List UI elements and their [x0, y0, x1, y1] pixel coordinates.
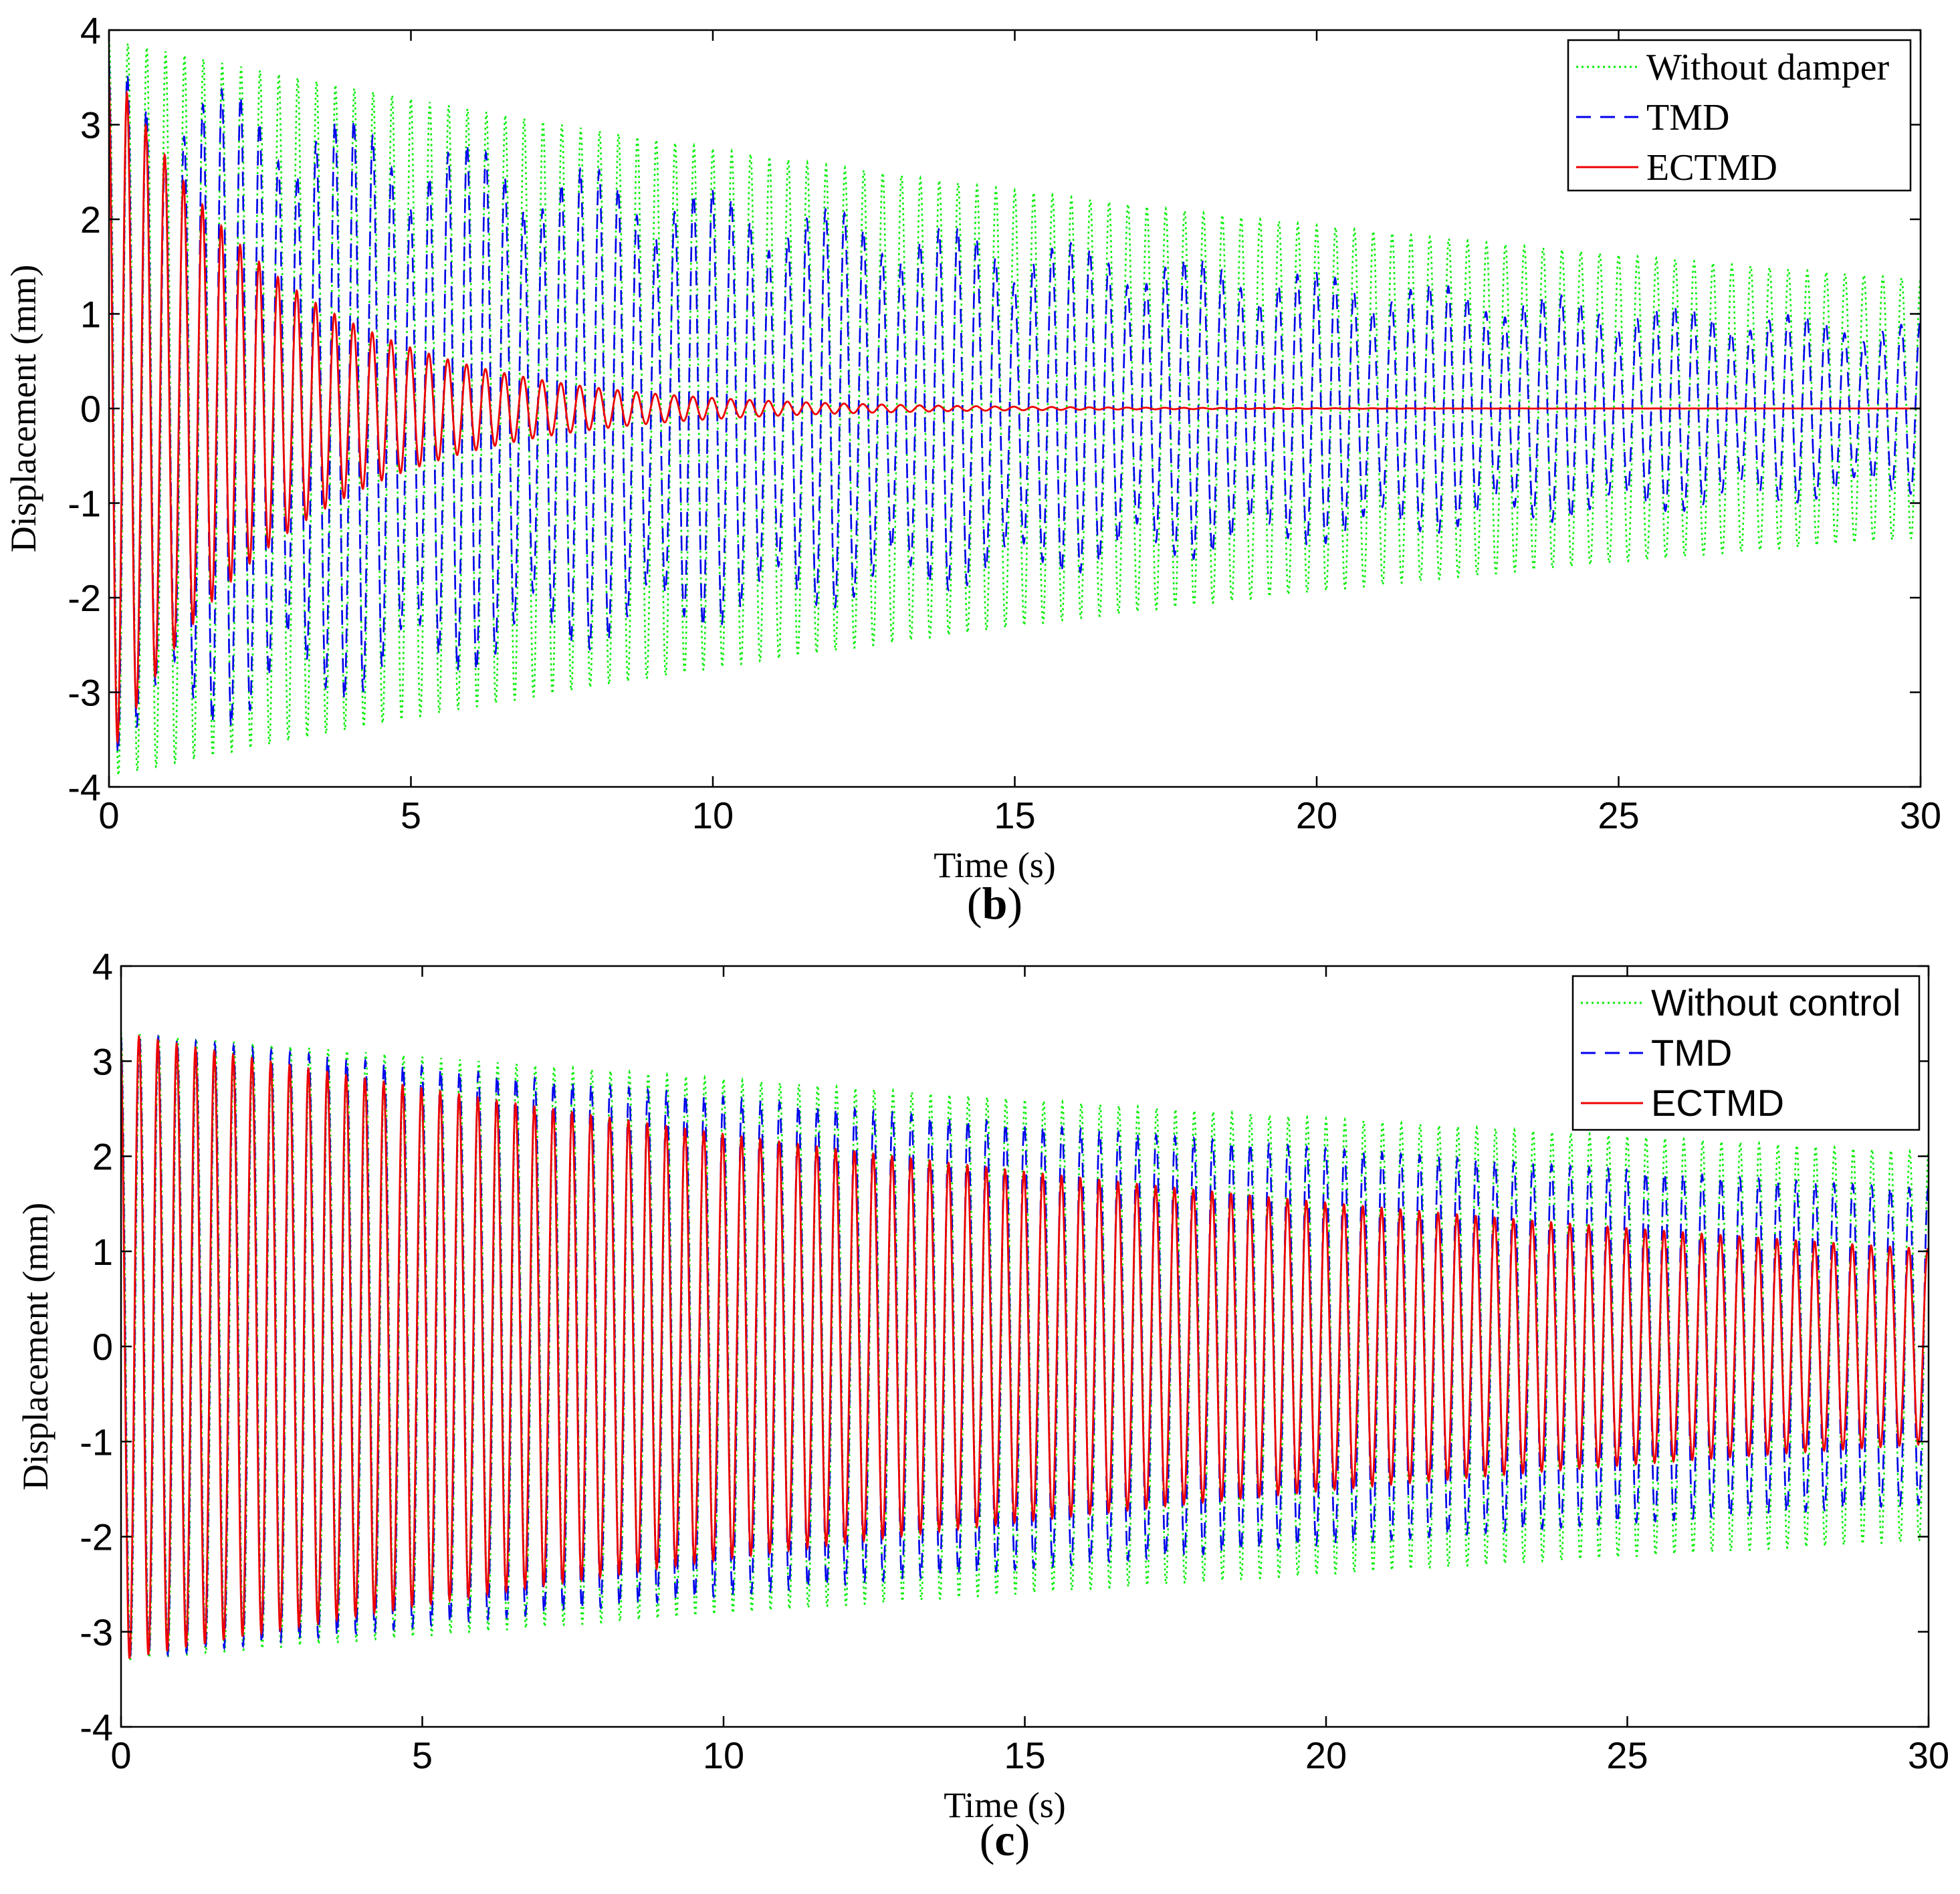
y-tick-label: -4 — [68, 766, 101, 808]
y-tick-label: 4 — [80, 9, 101, 51]
series-line-without-control — [121, 1032, 1929, 1661]
y-tick-label: 1 — [80, 293, 101, 336]
y-tick-label: 2 — [92, 1136, 113, 1178]
legend-box — [1567, 39, 1912, 192]
x-tick-label: 15 — [1004, 1734, 1045, 1776]
y-tick-label: 1 — [92, 1231, 113, 1273]
x-tick-label: 25 — [1598, 794, 1639, 836]
y-tick-label: 3 — [92, 1040, 113, 1082]
y-tick-label: -1 — [80, 1421, 113, 1463]
x-tick-label: 20 — [1296, 794, 1337, 836]
y-tick-label: -4 — [80, 1706, 113, 1748]
y-axis-label: Displacement (mm) — [15, 1203, 56, 1490]
legend-label: Without control — [1651, 981, 1901, 1024]
legend-label: TMD — [1646, 97, 1729, 138]
y-tick-label: -2 — [68, 577, 101, 619]
legend: Without damper TMD ECTMD — [1567, 39, 1912, 192]
legend-label: Without damper — [1646, 47, 1890, 88]
x-tick-label: 30 — [1908, 1734, 1949, 1776]
x-tick-label: 0 — [98, 794, 119, 836]
x-axis-label: Time (s) — [934, 845, 1056, 885]
series-line-ectmd — [121, 1034, 1929, 1659]
x-axis-label: Time (s) — [944, 1785, 1066, 1825]
legend-label: TMD — [1651, 1032, 1732, 1074]
x-tick-label: 25 — [1606, 1734, 1648, 1776]
x-tick-label: 5 — [401, 794, 421, 836]
plot-area — [121, 1031, 1929, 1662]
x-tick-label: 10 — [703, 1734, 744, 1776]
series-line-tmd — [121, 1031, 1929, 1662]
y-tick-label: 3 — [80, 104, 101, 146]
y-tick-label: -1 — [68, 483, 101, 525]
legend: Without control TMD ECTMD — [1571, 975, 1921, 1131]
plot-area — [109, 39, 1921, 776]
y-tick-label: 4 — [92, 945, 113, 987]
y-tick-label: 0 — [80, 388, 101, 430]
x-tick-label: 30 — [1900, 794, 1941, 836]
y-tick-label: -3 — [80, 1611, 113, 1653]
panel-label: (b) — [967, 878, 1022, 929]
series-line-ectmd — [109, 74, 1921, 745]
legend-label: ECTMD — [1646, 147, 1777, 189]
x-tick-label: 20 — [1305, 1734, 1347, 1776]
x-tick-label: 15 — [994, 794, 1035, 836]
series-line-without-damper — [109, 39, 1921, 776]
y-tick-label: -3 — [68, 672, 101, 714]
x-tick-label: 5 — [412, 1734, 433, 1776]
series-line-tmd — [109, 62, 1921, 755]
x-tick-label: 0 — [110, 1734, 131, 1776]
x-tick-label: 10 — [692, 794, 734, 836]
y-tick-label: -2 — [80, 1516, 113, 1558]
y-tick-label: 0 — [92, 1326, 113, 1368]
y-axis-label: Displacement (mm) — [3, 265, 43, 552]
panel-label: (c) — [980, 1814, 1030, 1865]
legend-label: ECTMD — [1651, 1082, 1784, 1124]
y-tick-label: 2 — [80, 199, 101, 241]
